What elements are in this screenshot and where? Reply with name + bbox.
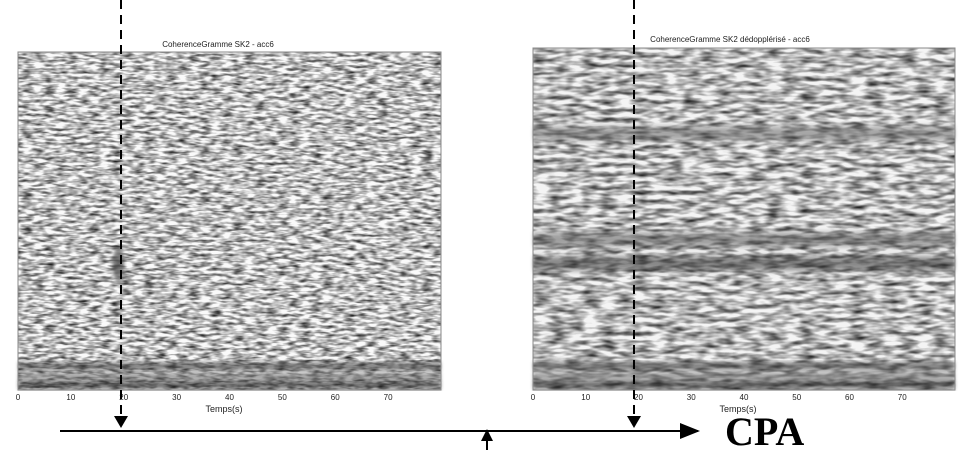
right-noise-texture xyxy=(533,48,955,390)
left-coherence-band xyxy=(18,381,441,388)
right-x-axis-label: Temps(s) xyxy=(719,404,756,414)
right-x-tick-label: 70 xyxy=(898,393,907,402)
left-coherence-band xyxy=(18,363,441,370)
left-coherence-blob xyxy=(112,246,125,283)
right-x-tick-label: 30 xyxy=(687,393,696,402)
right-x-tick-label: 0 xyxy=(531,393,536,402)
left-x-tick-label: 20 xyxy=(119,393,128,402)
left-plot-frame xyxy=(17,51,442,391)
left-chart-title: CoherenceGramme SK2 - acc6 xyxy=(162,40,274,49)
right-chart: CoherenceGramme SK2 dédopplérisé - acc6 … xyxy=(531,35,956,414)
right-coherence-band xyxy=(533,256,955,271)
left-x-tick-label: 0 xyxy=(16,393,21,402)
right-plot-frame xyxy=(532,47,956,391)
left-x-tick-label: 60 xyxy=(331,393,340,402)
left-x-ticks: 0 10 20 30 40 50 60 70 xyxy=(16,393,393,402)
right-x-tick-label: 60 xyxy=(845,393,854,402)
right-x-tick-label: 20 xyxy=(634,393,643,402)
right-cpa-arrowhead-icon xyxy=(627,416,641,428)
left-x-tick-label: 30 xyxy=(172,393,181,402)
right-chart-title: CoherenceGramme SK2 dédopplérisé - acc6 xyxy=(650,35,810,44)
left-x-axis-label: Temps(s) xyxy=(205,404,242,414)
left-x-tick-label: 50 xyxy=(278,393,287,402)
left-x-tick-label: 40 xyxy=(225,393,234,402)
right-coherence-band xyxy=(533,232,955,247)
left-x-tick-label: 70 xyxy=(384,393,393,402)
cpa-label: CPA xyxy=(725,409,805,454)
right-x-tick-label: 50 xyxy=(792,393,801,402)
left-noise-texture xyxy=(18,52,441,390)
left-chart: CoherenceGramme SK2 - acc6 0 10 20 30 40 50 60… xyxy=(16,40,442,414)
right-x-ticks: 0 10 20 30 40 50 60 70 xyxy=(531,393,907,402)
left-cpa-arrowhead-icon xyxy=(114,416,128,428)
right-coherence-band xyxy=(533,373,955,380)
left-x-tick-label: 10 xyxy=(66,393,75,402)
right-x-tick-label: 40 xyxy=(740,393,749,402)
right-coherence-band xyxy=(533,363,955,370)
right-bands xyxy=(533,126,955,388)
left-coherence-band xyxy=(18,373,441,380)
right-coherence-band xyxy=(533,126,955,141)
right-x-tick-label: 10 xyxy=(581,393,590,402)
center-up-arrowhead-icon xyxy=(481,429,493,441)
right-coherence-band xyxy=(533,381,955,388)
